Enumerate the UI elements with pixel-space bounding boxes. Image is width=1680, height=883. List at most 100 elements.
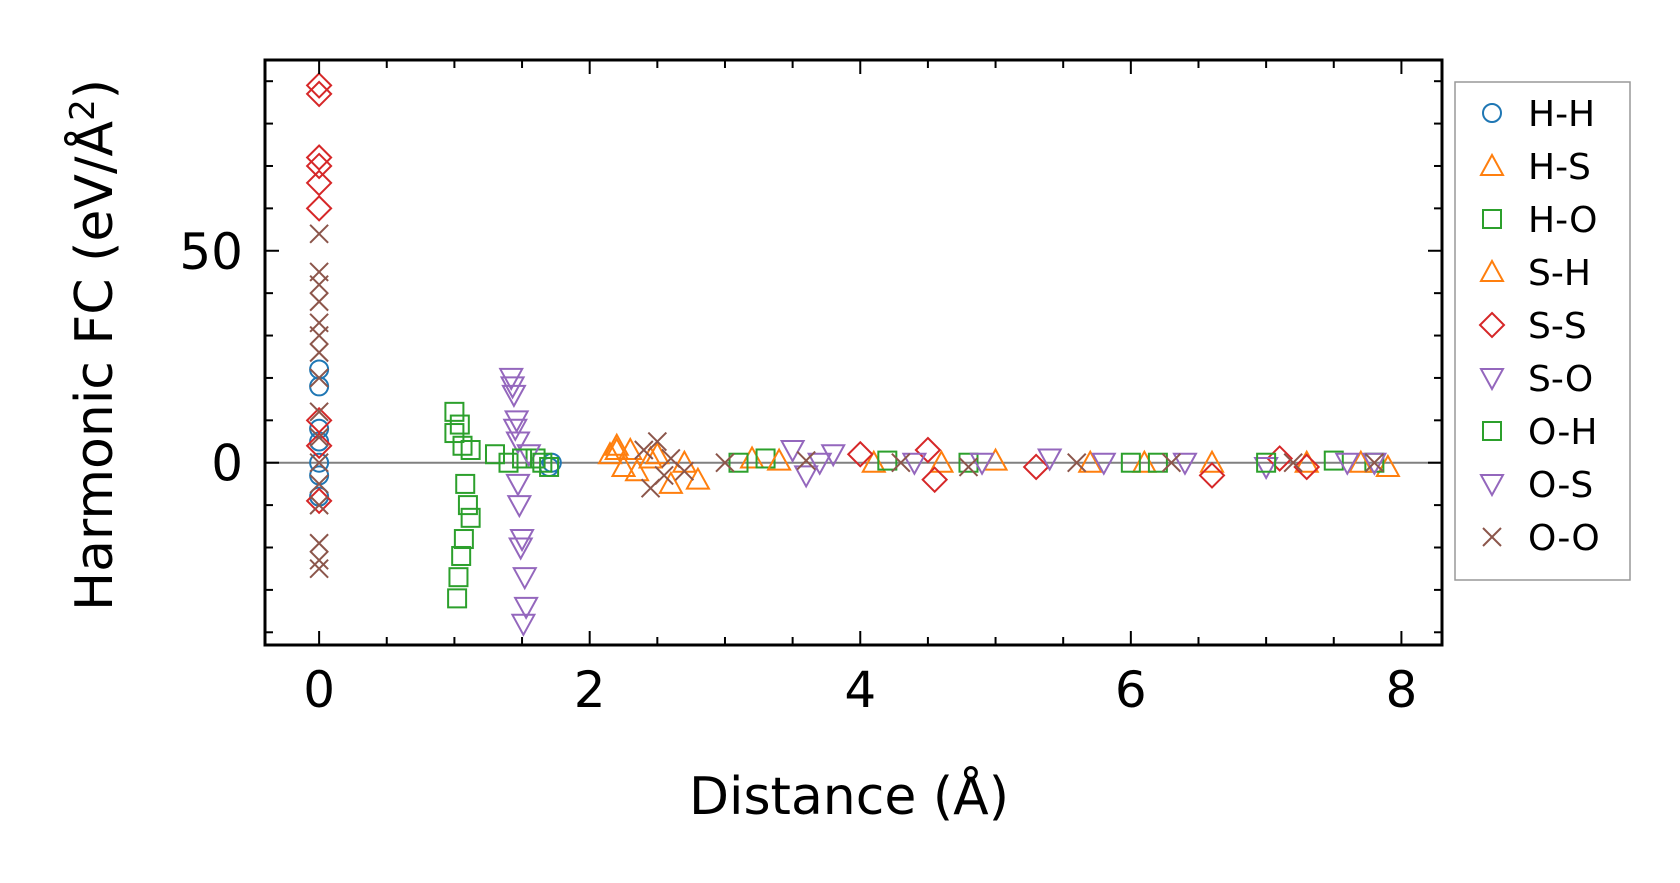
data-point bbox=[305, 80, 333, 108]
data-point bbox=[1323, 450, 1344, 471]
legend-item-h-o: H-O bbox=[1482, 200, 1597, 241]
data-point bbox=[305, 432, 333, 460]
legend-item-s-o: S-O bbox=[1479, 359, 1593, 400]
data-point bbox=[309, 427, 329, 447]
data-point bbox=[309, 359, 330, 380]
data-point bbox=[674, 461, 695, 481]
legend-label: S-O bbox=[1528, 359, 1593, 400]
legend-label: H-O bbox=[1528, 200, 1597, 241]
legend-marker bbox=[1479, 368, 1505, 392]
legend-item-h-s: H-S bbox=[1479, 147, 1591, 188]
legend-label: O-O bbox=[1528, 518, 1600, 559]
data-point bbox=[510, 613, 537, 637]
data-point bbox=[452, 435, 473, 456]
data-point bbox=[309, 376, 330, 397]
series-h-o bbox=[444, 401, 1385, 609]
data-point bbox=[305, 152, 333, 180]
x-tick-label: 8 bbox=[1386, 661, 1418, 719]
series-h-s bbox=[597, 432, 1401, 494]
data-point bbox=[1253, 456, 1279, 481]
data-point bbox=[1022, 453, 1050, 481]
data-point bbox=[309, 452, 330, 473]
data-point bbox=[658, 470, 684, 494]
legend-marker bbox=[1479, 152, 1505, 176]
data-point bbox=[309, 474, 329, 494]
legend-frame bbox=[1454, 81, 1631, 581]
data-point bbox=[597, 441, 623, 465]
y-axis-title-main: Harmonic FC (eV/Å bbox=[63, 120, 125, 611]
data-point bbox=[766, 447, 792, 471]
data-point bbox=[891, 453, 911, 473]
series-s-h bbox=[604, 436, 1374, 490]
data-point bbox=[877, 450, 898, 471]
data-point bbox=[309, 291, 329, 312]
data-point bbox=[604, 432, 630, 456]
data-point bbox=[509, 529, 535, 553]
data-point bbox=[779, 440, 806, 464]
data-point bbox=[846, 440, 874, 468]
data-point bbox=[539, 456, 560, 477]
data-point bbox=[532, 452, 553, 473]
legend-marker bbox=[1479, 474, 1505, 498]
data-point bbox=[604, 436, 630, 460]
data-point bbox=[634, 440, 654, 460]
y-axis-title-sup: 2 bbox=[63, 99, 103, 121]
data-point bbox=[309, 224, 329, 244]
data-point bbox=[796, 450, 816, 471]
data-point bbox=[1348, 449, 1374, 473]
legend-item-s-h: S-H bbox=[1479, 253, 1591, 294]
axes: 0 2 4 6 8 0 50 bbox=[179, 58, 1444, 719]
data-point bbox=[728, 452, 749, 473]
legend-label: H-S bbox=[1528, 147, 1591, 188]
data-point bbox=[1147, 452, 1168, 473]
data-point bbox=[309, 402, 329, 422]
legend-marker bbox=[1478, 311, 1506, 339]
data-point bbox=[508, 537, 534, 561]
data-point bbox=[1375, 453, 1401, 477]
data-point bbox=[654, 465, 674, 486]
data-point bbox=[1077, 449, 1103, 473]
legend-item-s-s: S-S bbox=[1478, 306, 1587, 347]
series-s-o bbox=[498, 367, 1360, 620]
data-point bbox=[1364, 453, 1385, 473]
data-point bbox=[309, 495, 329, 515]
data-point bbox=[806, 452, 833, 476]
legend-marker bbox=[1482, 209, 1502, 229]
y-axis-title: Harmonic FC (eV/Å2) bbox=[63, 79, 125, 611]
data-point bbox=[505, 431, 531, 455]
data-point bbox=[499, 376, 526, 400]
legend-item-h-h: H-H bbox=[1482, 94, 1595, 135]
legend-marker bbox=[1482, 421, 1502, 441]
data-point bbox=[498, 367, 524, 392]
data-point bbox=[501, 384, 527, 408]
x-tick-label: 4 bbox=[844, 661, 876, 719]
data-point bbox=[460, 507, 481, 528]
data-point bbox=[969, 452, 995, 476]
data-point bbox=[921, 466, 949, 494]
legend-marker bbox=[1482, 527, 1502, 547]
data-point bbox=[1091, 452, 1117, 476]
data-point bbox=[309, 558, 329, 579]
data-point bbox=[1293, 453, 1321, 481]
data-point bbox=[503, 410, 530, 434]
data-point bbox=[305, 406, 333, 434]
data-point bbox=[513, 596, 539, 620]
data-point bbox=[455, 473, 476, 494]
data-point bbox=[498, 452, 519, 473]
data-point bbox=[309, 550, 329, 570]
data-point bbox=[820, 444, 846, 468]
legend-label: O-S bbox=[1528, 465, 1593, 506]
legend-label: O-H bbox=[1528, 412, 1597, 453]
legend-item-o-h: O-H bbox=[1482, 412, 1597, 453]
data-point bbox=[305, 72, 333, 99]
data-point bbox=[617, 436, 643, 460]
data-point bbox=[1334, 452, 1360, 476]
data-point bbox=[309, 453, 329, 473]
data-point bbox=[309, 342, 329, 363]
series-o-s bbox=[499, 376, 1388, 637]
data-point bbox=[958, 457, 979, 477]
x-tick-label: 0 bbox=[303, 661, 335, 719]
legend-marker bbox=[1482, 103, 1502, 123]
data-point bbox=[1067, 453, 1087, 473]
